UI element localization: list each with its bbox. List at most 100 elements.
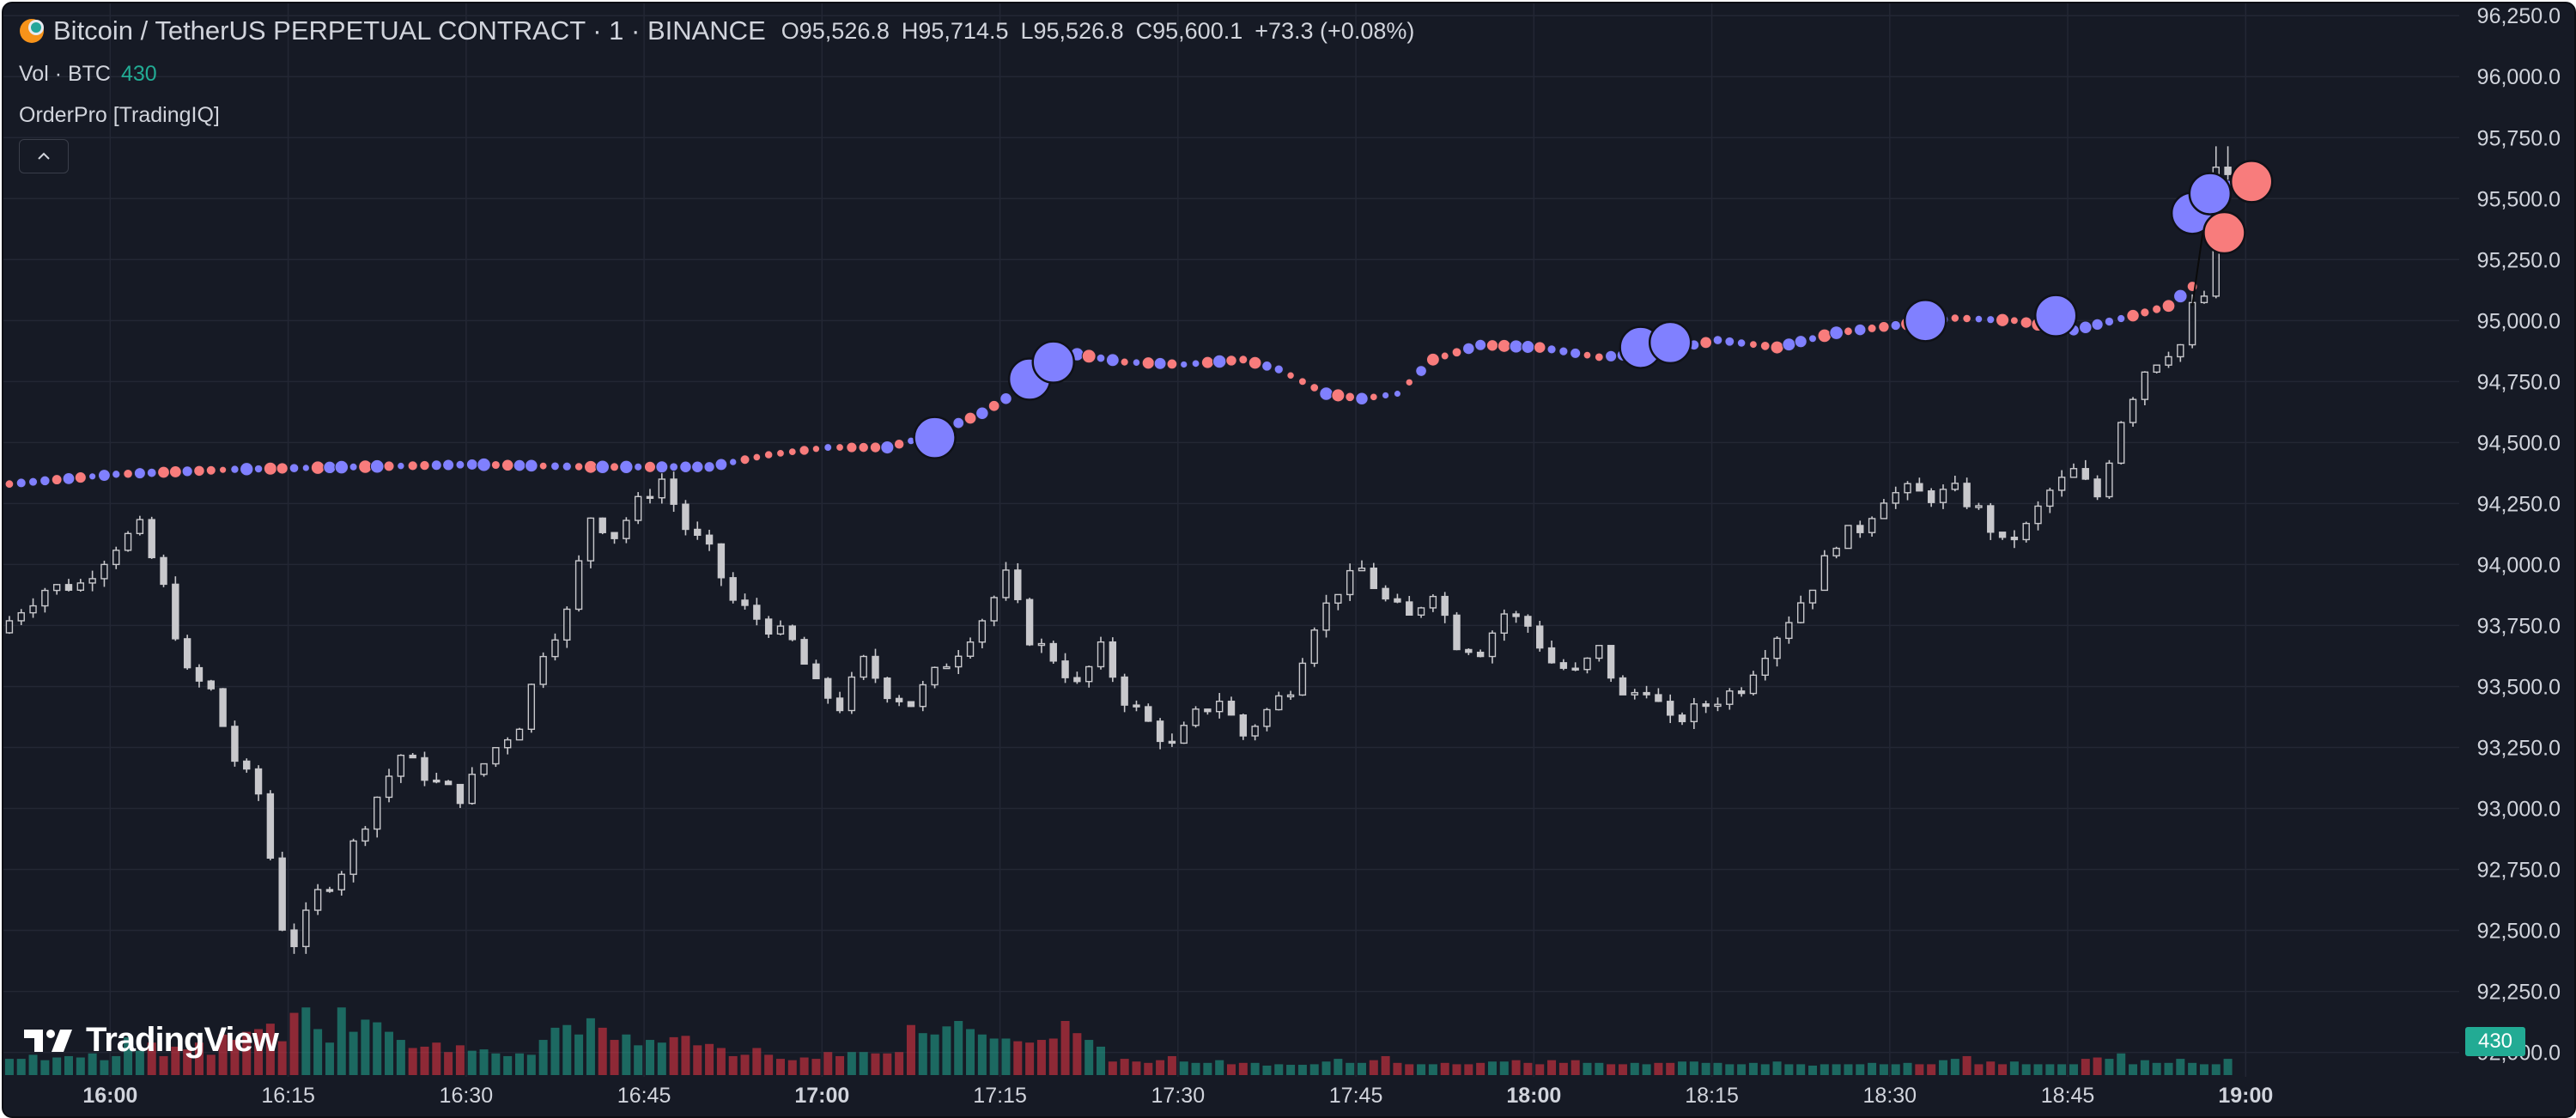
orderflow-dot	[4, 479, 15, 489]
volume-bar	[2188, 1062, 2197, 1075]
volume-bar	[1558, 1062, 1568, 1075]
candle-body-up	[5, 620, 14, 634]
volume-bar	[693, 1045, 702, 1075]
volume-bar	[1760, 1064, 1770, 1075]
candle-body-up	[2057, 477, 2066, 491]
buy-bubble	[913, 416, 957, 459]
time-tick-label: 16:30	[440, 1084, 494, 1108]
candle	[1927, 488, 1935, 507]
candle-body-down	[800, 639, 808, 665]
orderflow-dot	[952, 416, 965, 429]
candle	[1061, 653, 1069, 684]
volume-bar	[1440, 1062, 1449, 1075]
volume-bar	[1583, 1062, 1592, 1075]
candle	[1655, 688, 1662, 702]
orderflow-dot	[1369, 392, 1378, 402]
orderflow-dot	[739, 454, 750, 465]
candle	[124, 531, 132, 552]
candle	[1904, 481, 1911, 501]
price-tick-label: 96,000.0	[2477, 65, 2561, 89]
candle	[1678, 712, 1686, 726]
candle-body-up	[1298, 662, 1307, 696]
candle	[1002, 562, 1010, 601]
candle-body-down	[172, 583, 179, 640]
candle-body-up	[2141, 371, 2149, 400]
volume-bar	[1334, 1059, 1343, 1075]
candle	[598, 517, 606, 535]
orderflow-dot	[634, 462, 643, 471]
candle	[705, 529, 714, 551]
time-axis: 16:00 16:15 16:30 16:45 17:00 17:15 17:30 17:45…	[82, 1084, 2273, 1108]
price-tick-label: 92,750.0	[2477, 859, 2561, 883]
candle	[88, 570, 96, 592]
orderflow-dot	[1950, 313, 1960, 323]
candle-body-up	[1263, 708, 1271, 727]
candle-body-up	[634, 495, 642, 521]
time-tick-label: 18:15	[1685, 1084, 1739, 1108]
candle-body-down	[1156, 720, 1164, 743]
candle-body-up	[2034, 505, 2042, 525]
volume-bar	[1547, 1060, 1557, 1075]
candle-body-down	[219, 688, 227, 727]
orderflow-dot	[2173, 289, 2188, 304]
orderflow-dot	[1736, 338, 1747, 348]
candle	[1085, 665, 1093, 688]
tradingview-logo-icon	[24, 1029, 72, 1052]
candle	[2069, 463, 2078, 478]
collapse-legend-button[interactable]	[19, 139, 69, 173]
volume-bar	[1903, 1062, 1912, 1075]
candle-body-up	[302, 909, 310, 948]
chart-canvas[interactable]: 96,250.0 96,000.0 95,750.0 95,500.0 95,250.0…	[3, 3, 2574, 1116]
candle	[2200, 290, 2208, 304]
orderflow-dot	[513, 459, 526, 472]
orderflow-dot	[835, 443, 844, 452]
orderflow-dot	[430, 459, 442, 471]
orderflow-dot	[133, 467, 146, 480]
candle	[955, 650, 963, 675]
candle-body-down	[231, 726, 239, 763]
candle	[1951, 475, 1959, 492]
candle	[325, 886, 334, 893]
orderflow-bubbles	[913, 160, 2274, 459]
orderflow-dot	[1393, 390, 1401, 398]
orderflow-dot	[168, 465, 182, 478]
candle	[1559, 659, 1568, 671]
indicator-legend[interactable]: OrderPro [TradingIQ]	[19, 103, 220, 128]
volume-bar	[657, 1042, 666, 1075]
candle	[1251, 724, 1259, 741]
candle	[1406, 596, 1413, 616]
orderflow-dot	[1166, 358, 1178, 370]
candle	[207, 679, 215, 691]
candle	[1334, 593, 1342, 611]
time-tick-label: 17:15	[973, 1084, 1027, 1108]
candle-body-up	[1037, 642, 1046, 647]
candle-body-up	[1429, 595, 1437, 609]
volume-bar	[349, 1031, 358, 1075]
candle	[551, 633, 559, 661]
candle-body-up	[1832, 547, 1840, 556]
orderflow-dot	[1854, 323, 1867, 337]
orderflow-dot	[1485, 339, 1499, 352]
price-tick-label: 93,000.0	[2477, 798, 2561, 822]
orderflow-dot	[787, 447, 797, 457]
candle-body-up	[1085, 665, 1093, 683]
candle-body-down	[409, 754, 416, 759]
volume-bar	[598, 1027, 607, 1075]
orderflow-dot	[729, 458, 738, 466]
volume-legend[interactable]: Vol · BTC 430	[19, 62, 157, 87]
orderflow-dot	[1749, 340, 1758, 349]
volume-bar	[2057, 1064, 2067, 1075]
candle	[2093, 475, 2101, 501]
time-tick-label: 16:15	[261, 1084, 315, 1108]
candle	[1536, 621, 1544, 652]
orderflow-dot	[1509, 339, 1523, 354]
symbol-legend[interactable]: Bitcoin / TetherUS PERPETUAL CONTRACT · …	[19, 15, 1414, 46]
candle-body-up	[1251, 726, 1259, 737]
candle	[397, 754, 405, 783]
candle	[848, 671, 856, 714]
volume-bar	[1381, 1055, 1390, 1075]
orderflow-dot	[763, 450, 774, 459]
volume-bar	[645, 1040, 654, 1075]
candle	[302, 902, 310, 954]
orderflow-dot	[442, 459, 455, 471]
